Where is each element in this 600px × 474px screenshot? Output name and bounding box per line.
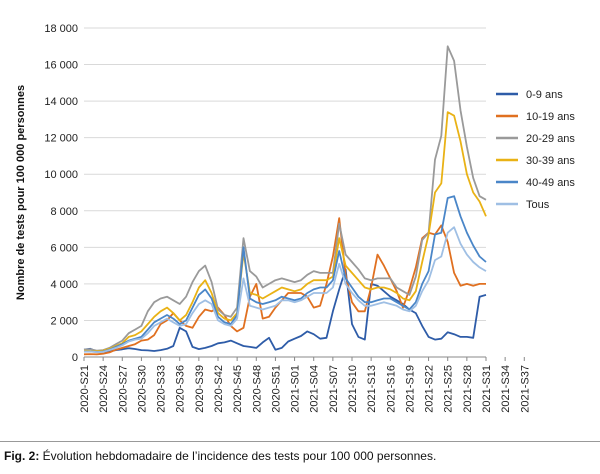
series-line-0-9-ans <box>83 268 487 353</box>
legend-label: 40-49 ans <box>526 177 575 189</box>
legend: 0-9 ans 10-19 ans 20-29 ans 30-39 ans 40-49 … <box>496 89 575 211</box>
x-tick-label: 2020-S27 <box>117 365 129 413</box>
x-tick-label: 2020-S45 <box>232 365 244 413</box>
x-tick-label: 2020-S39 <box>194 365 206 413</box>
legend-label: 20-29 ans <box>526 133 575 145</box>
x-tick-label: 2021-S01 <box>290 365 302 413</box>
x-tick-label: 2020-S51 <box>270 365 282 413</box>
x-tick-label: 2021-S04 <box>309 365 321 413</box>
y-tick-label: 16 000 <box>44 60 78 72</box>
y-axis: 0 2 000 4 000 6 000 8 000 10 000 12 000 14 000 1… <box>44 23 78 364</box>
x-tick-label: 2020-S21 <box>79 365 91 413</box>
legend-label: Tous <box>526 199 550 211</box>
figure-caption: Fig. 2: Évolution hebdomadaire de l’inci… <box>4 449 596 463</box>
x-tick-label: 2021-S07 <box>328 365 340 413</box>
series-line-10-19-ans <box>83 217 486 356</box>
grid <box>84 27 486 321</box>
y-tick-label: 12 000 <box>44 133 78 145</box>
caption-text: Évolution hebdomadaire de l’incidence de… <box>39 449 437 463</box>
y-axis-label: Nombre de tests pour 100 000 personnes <box>15 85 27 300</box>
x-tick-label: 2020-S42 <box>213 365 225 413</box>
x-tick-label: 2021-S28 <box>462 365 474 413</box>
x-tick-label: 2021-S31 <box>481 365 493 413</box>
x-tick-label: 2021-S10 <box>347 365 359 413</box>
y-tick-label: 2 000 <box>50 315 78 327</box>
x-tick-label: 2021-S19 <box>404 365 416 413</box>
x-tick-label: 2021-S16 <box>385 365 397 413</box>
x-tick-label: 2020-S48 <box>251 365 263 413</box>
y-tick-label: 10 000 <box>44 169 78 181</box>
y-tick-label: 14 000 <box>44 96 78 108</box>
y-tick-label: 4 000 <box>50 279 78 291</box>
chart: 0 2 000 4 000 6 000 8 000 10 000 12 000 14 000 1… <box>15 23 575 413</box>
x-tick-label: 2020-S24 <box>98 365 110 413</box>
caption-divider <box>0 441 600 442</box>
x-axis: 2020-S21 2020-S24 2020-S27 2020-S30 2020-S33… <box>79 357 531 413</box>
x-tick-label: 2021-S25 <box>443 365 455 413</box>
y-tick-label: 8 000 <box>50 206 78 218</box>
series-line-Tous <box>84 226 487 354</box>
caption-label: Fig. 2: <box>4 449 40 463</box>
x-tick-label: 2021-S13 <box>366 365 378 413</box>
x-tick-label: 2021-S37 <box>519 365 531 413</box>
series-group <box>83 45 487 356</box>
series-line-30-39-ans <box>83 111 487 353</box>
legend-label: 10-19 ans <box>526 111 575 123</box>
legend-label: 0-9 ans <box>526 89 563 101</box>
x-tick-label: 2020-S30 <box>136 365 148 413</box>
legend-label: 30-39 ans <box>526 155 575 167</box>
y-tick-label: 6 000 <box>50 242 78 254</box>
x-tick-label: 2020-S33 <box>156 365 168 413</box>
x-tick-label: 2021-S34 <box>500 365 512 413</box>
y-tick-label: 18 000 <box>44 23 78 35</box>
x-tick-label: 2021-S22 <box>424 365 436 413</box>
series-line-40-49-ans <box>84 195 487 353</box>
series-line-20-29-ans <box>83 45 487 352</box>
x-tick-label: 2020-S36 <box>175 365 187 413</box>
y-tick-label: 0 <box>72 352 78 364</box>
